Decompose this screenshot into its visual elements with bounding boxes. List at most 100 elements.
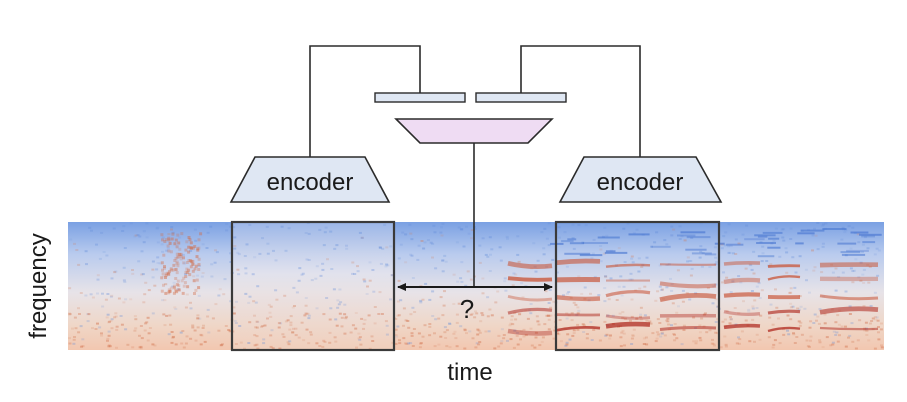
spectrogram-cell <box>162 313 166 316</box>
spectrogram-cell <box>731 277 735 280</box>
spectrogram-cell <box>443 331 447 334</box>
spectrogram-cell <box>670 324 673 327</box>
spectrogram-cell <box>467 232 471 235</box>
spectrogram-cell <box>253 314 256 317</box>
spectrogram-cell <box>816 248 820 251</box>
spectrogram-cell <box>362 322 366 325</box>
spectrogram-cell <box>791 305 795 308</box>
spectrogram-cell <box>147 289 151 292</box>
spectrogram-cell <box>724 231 728 234</box>
spectrogram-cell <box>782 228 786 231</box>
spectrogram-cell <box>191 269 195 273</box>
spectrogram-cell <box>330 268 334 270</box>
spectrogram-cell <box>733 307 737 309</box>
spectrogram-cell <box>834 289 838 292</box>
spectrogram-cell <box>631 334 635 337</box>
spectrogram-cell <box>254 326 258 329</box>
spectrogram-cell <box>420 342 423 345</box>
spectrogram-cell <box>256 347 260 350</box>
spectrogram-cell <box>223 278 227 281</box>
spectrogram-cell <box>673 333 676 336</box>
spectrogram-cell <box>86 320 90 323</box>
spectrogram-cell <box>822 228 847 230</box>
spectrogram-cell <box>100 332 103 335</box>
spectrogram-cell <box>443 254 447 257</box>
spectrogram-cell <box>96 278 100 281</box>
spectrogram-cell <box>628 278 632 281</box>
spectrogram-cell <box>876 274 880 277</box>
spectrogram-cell <box>795 336 799 338</box>
spectrogram-cell <box>771 346 775 349</box>
spectrogram-cell <box>187 245 191 249</box>
spectrogram-cell <box>305 258 309 261</box>
spectrogram-cell <box>469 313 473 316</box>
spectrogram-cell <box>174 288 178 292</box>
spectrogram-cell <box>809 320 813 323</box>
spectrogram-cell <box>672 333 675 335</box>
spectrogram-cell <box>255 320 259 323</box>
spectrogram-cell <box>248 321 252 324</box>
spectrogram-cell <box>865 334 869 336</box>
spectrogram-cell <box>362 327 365 330</box>
spectrogram-cell <box>165 249 169 252</box>
spectrogram-cell <box>503 280 507 283</box>
spectrogram-cell <box>853 269 856 272</box>
spectrogram-cell <box>597 294 601 297</box>
spectrogram-cell <box>167 233 171 236</box>
spectrogram-cell <box>441 270 445 273</box>
spectrogram-cell <box>411 277 415 279</box>
spectrogram-cell <box>177 252 181 256</box>
spectrogram-cell <box>799 321 803 324</box>
spectrogram-cell <box>196 317 200 320</box>
spectrogram-cell <box>199 333 203 336</box>
spectrogram-cell <box>307 314 311 317</box>
spectrogram-cell <box>122 279 126 282</box>
spectrogram-cell <box>516 253 520 256</box>
spectrogram-cell <box>199 343 203 346</box>
spectrogram-cell <box>822 223 825 226</box>
spectrogram-cell <box>603 226 607 229</box>
spectrogram-cell <box>182 261 186 265</box>
spectrogram-cell <box>818 341 822 344</box>
spectrogram-cell <box>183 262 187 265</box>
spectrogram-cell <box>880 346 884 349</box>
spectrogram-cell <box>457 302 461 305</box>
spectrogram-cell <box>166 247 170 250</box>
spectrogram-cell <box>486 315 490 318</box>
spectrogram-cell <box>512 346 516 349</box>
spectrogram-cell <box>620 331 624 334</box>
spectrogram-cell <box>673 323 677 325</box>
spectrogram-cell <box>732 252 735 255</box>
spectrogram-cell <box>685 292 689 295</box>
spectrogram-cell <box>260 325 263 328</box>
spectrogram-cell <box>253 344 257 347</box>
spectrogram-cell <box>189 246 193 250</box>
spectrogram-cell <box>617 247 621 250</box>
spectrogram-cell <box>691 252 712 255</box>
spectrogram-cell <box>481 314 485 317</box>
spectrogram-cell <box>760 260 764 263</box>
spectrogram-cell <box>297 336 301 339</box>
spectrogram-cell <box>809 339 812 342</box>
spectrogram-cell <box>778 342 782 345</box>
left-encoder-wire <box>309 45 421 157</box>
spectrogram-cell <box>699 339 703 342</box>
spectrogram-cell <box>169 286 173 290</box>
spectrogram-cell <box>657 333 661 336</box>
spectrogram-cell <box>630 257 634 260</box>
spectrogram-cell <box>635 228 639 231</box>
spectrogram-cell <box>476 333 480 336</box>
spectrogram-cell <box>728 251 732 254</box>
spectrogram-cell <box>109 295 113 298</box>
spectrogram-cell <box>304 297 308 299</box>
spectrogram-cell <box>813 227 816 230</box>
spectrogram-cell <box>300 321 304 324</box>
spectrogram-cell <box>191 326 195 329</box>
spectrogram-cell <box>704 312 707 315</box>
spectrogram-cell <box>529 327 533 330</box>
spectrogram-cell <box>522 328 526 331</box>
spectrogram-cell <box>175 260 179 264</box>
spectrogram-cell <box>180 279 184 283</box>
spectrogram-cell <box>333 336 337 339</box>
spectrogram-cell <box>698 331 702 334</box>
